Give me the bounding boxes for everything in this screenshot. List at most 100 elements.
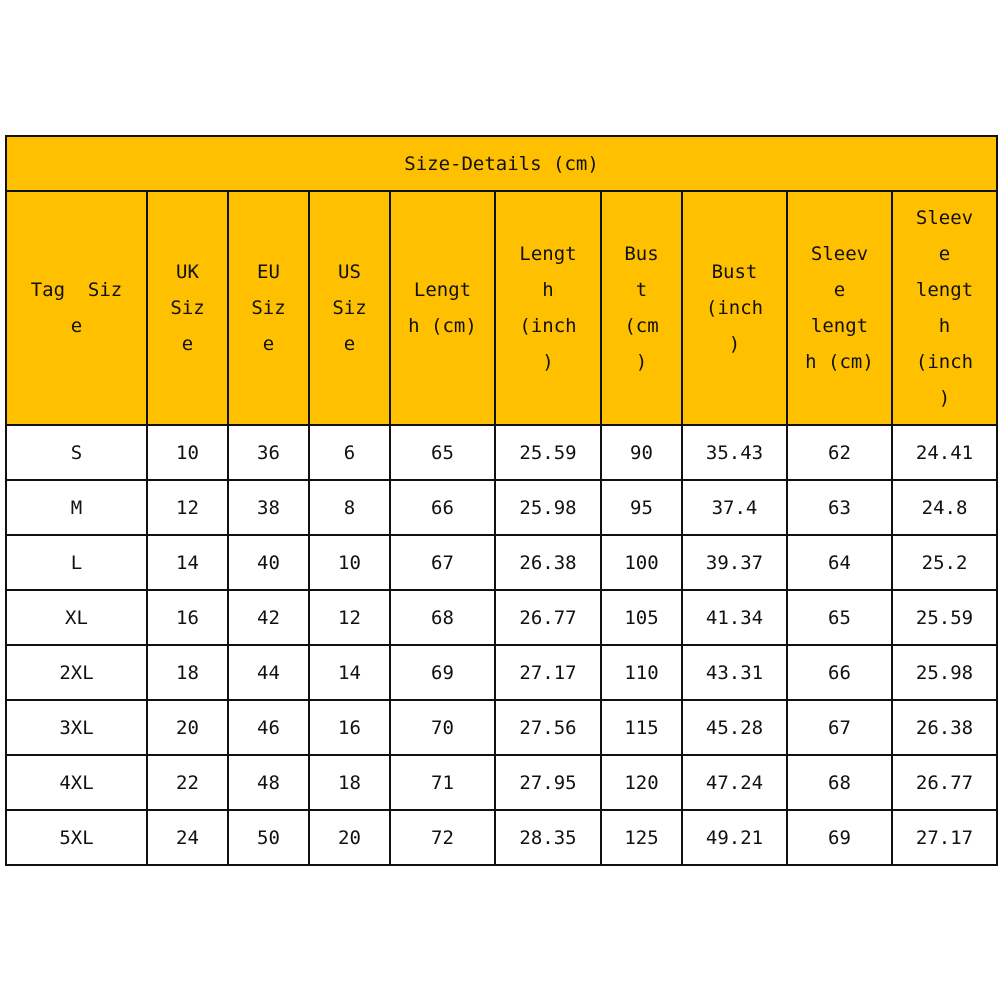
table-cell: 64 <box>786 534 893 591</box>
table-cell: 70 <box>389 699 496 756</box>
table-cell: 18 <box>308 754 391 811</box>
table-cell: 69 <box>389 644 496 701</box>
table-cell: 46 <box>227 699 310 756</box>
column-header-line: (inch <box>519 315 577 337</box>
table-cell: 14 <box>146 534 229 591</box>
table-cell: 24.41 <box>890 424 999 481</box>
table-cell: M <box>5 479 148 536</box>
table-title: Size-Details (cm) <box>4 135 999 192</box>
table-cell: 25.98 <box>890 644 999 701</box>
table-cell: 4XL <box>5 754 148 811</box>
table-row: M 12 38 8 66 25.98 95 37.4 63 24.8 <box>5 479 999 536</box>
table-cell: L <box>5 534 148 591</box>
column-header-line: (inch <box>915 351 974 373</box>
table-cell: 65 <box>389 424 496 481</box>
column-header-line: h (cm) <box>805 351 874 373</box>
table-cell: 40 <box>227 534 310 591</box>
table-cell: 27.95 <box>494 754 602 811</box>
table-cell: 36 <box>227 424 310 481</box>
column-header-line: e <box>262 333 275 355</box>
table-cell: 22 <box>146 754 229 811</box>
table-cell: 67 <box>786 699 893 756</box>
table-cell: 12 <box>146 479 229 536</box>
table-cell: 39.37 <box>681 534 788 591</box>
column-header: Lengt h (inch) <box>494 190 602 426</box>
column-header-line: (inch <box>705 297 764 319</box>
table-cell: 27.56 <box>494 699 602 756</box>
column-header-line: ) <box>728 333 741 355</box>
column-header: Bust (inch) <box>681 190 788 426</box>
size-details-table: Size-Details (cm) Tag Siz e UK Siz e EU Siz e US… <box>4 135 999 866</box>
column-header-line: Bus <box>624 243 659 265</box>
table-cell: 115 <box>600 699 683 756</box>
column-header-line: lengt <box>810 315 869 337</box>
table-cell: 95 <box>600 479 683 536</box>
table-row: 2XL 18 44 14 69 27.17 110 43.31 66 25.98 <box>5 644 999 701</box>
column-header-line: EU <box>257 261 280 283</box>
column-header-line: Siz <box>170 297 205 319</box>
table-cell: 28.35 <box>494 809 602 866</box>
column-header: Bus t (cm) <box>600 190 683 426</box>
table-cell: 10 <box>308 534 391 591</box>
table-cell: 69 <box>786 809 893 866</box>
column-header-line: (cm <box>624 315 659 337</box>
table-cell: 26.38 <box>890 699 999 756</box>
table-cell: 25.59 <box>890 589 999 646</box>
table-row: XL 16 42 12 68 26.77 105 41.34 65 25.59 <box>5 589 999 646</box>
column-header-line: Tag Siz <box>30 279 123 301</box>
table-cell: 27.17 <box>494 644 602 701</box>
column-header-line: Sleev <box>810 243 869 265</box>
table-cell: 25.98 <box>494 479 602 536</box>
column-header: Sleev e lengt h (inch) <box>890 190 999 426</box>
table-cell: 2XL <box>5 644 148 701</box>
table-cell: 50 <box>227 809 310 866</box>
table-cell: 16 <box>308 699 391 756</box>
table-cell: 35.43 <box>681 424 788 481</box>
column-header-line: e <box>833 279 846 301</box>
table-cell: 25.59 <box>494 424 602 481</box>
table-cell: 43.31 <box>681 644 788 701</box>
column-header-line: US <box>338 261 361 283</box>
table-cell: 47.24 <box>681 754 788 811</box>
table-cell: 44 <box>227 644 310 701</box>
title-row: Size-Details (cm) <box>4 135 999 192</box>
column-header-line: ) <box>635 351 648 373</box>
table-cell: 24 <box>146 809 229 866</box>
column-header-line: UK <box>176 261 199 283</box>
table-cell: 67 <box>389 534 496 591</box>
table-cell: 3XL <box>5 699 148 756</box>
table-row: 3XL 20 46 16 70 27.56 115 45.28 67 26.38 <box>5 699 999 756</box>
table-cell: 66 <box>786 644 893 701</box>
table-cell: 71 <box>389 754 496 811</box>
header-row: Tag Siz e UK Siz e EU Siz e US Siz e Lengt h (cm) Len… <box>5 190 999 426</box>
column-header-line: e <box>70 315 83 337</box>
column-header-line: ) <box>938 387 951 409</box>
table-cell: 5XL <box>5 809 148 866</box>
column-header-line: Lengt <box>413 279 472 301</box>
table-cell: 110 <box>600 644 683 701</box>
table-cell: 65 <box>786 589 893 646</box>
table-row: L 14 40 10 67 26.38 100 39.37 64 25.2 <box>5 534 999 591</box>
table-cell: 41.34 <box>681 589 788 646</box>
table-cell: 20 <box>308 809 391 866</box>
column-header-line: e <box>938 243 951 265</box>
column-header-line: h (cm) <box>408 315 477 337</box>
column-header-line: h <box>542 279 554 301</box>
table-cell: 125 <box>600 809 683 866</box>
table-row: 4XL 22 48 18 71 27.95 120 47.24 68 26.77 <box>5 754 999 811</box>
table-cell: 42 <box>227 589 310 646</box>
table-cell: 66 <box>389 479 496 536</box>
column-header: UK Siz e <box>146 190 229 426</box>
table-cell: 62 <box>786 424 893 481</box>
table-cell: 49.21 <box>681 809 788 866</box>
table-cell: 26.77 <box>494 589 602 646</box>
table-cell: 14 <box>308 644 391 701</box>
table-cell: 63 <box>786 479 893 536</box>
table-cell: 27.17 <box>890 809 999 866</box>
table-cell: S <box>5 424 148 481</box>
table-cell: XL <box>5 589 148 646</box>
table-cell: 16 <box>146 589 229 646</box>
column-header: Tag Siz e <box>5 190 148 426</box>
column-header-line: t <box>635 279 648 301</box>
column-header-line: Bust <box>711 261 758 283</box>
